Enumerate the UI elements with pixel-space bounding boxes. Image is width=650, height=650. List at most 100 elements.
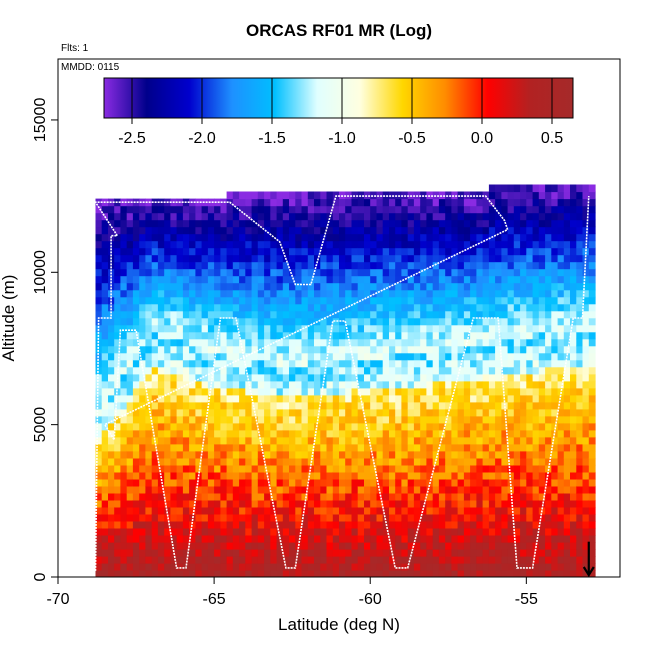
- heatmap-cell: [538, 275, 546, 284]
- heatmap-cell: [438, 345, 446, 354]
- heatmap-cell: [220, 240, 228, 249]
- heatmap-cell: [501, 520, 509, 529]
- heatmap-cell: [370, 527, 377, 536]
- heatmap-cell: [557, 535, 565, 543]
- heatmap-cell: [120, 268, 128, 277]
- heatmap-cell: [476, 464, 484, 473]
- heatmap-cell: [376, 226, 384, 235]
- heatmap-cell: [157, 443, 165, 452]
- heatmap-cell: [257, 380, 265, 389]
- heatmap-cell: [232, 387, 240, 396]
- heatmap-cell: [382, 359, 390, 368]
- heatmap-cell: [557, 401, 565, 410]
- heatmap-cell: [207, 226, 215, 235]
- heatmap-cell: [101, 240, 109, 249]
- heatmap-cell: [345, 212, 352, 221]
- heatmap-cell: [139, 387, 146, 396]
- heatmap-cell: [220, 338, 228, 347]
- heatmap-cell: [251, 422, 259, 431]
- heatmap-cell: [538, 191, 546, 200]
- heatmap-cell: [276, 352, 284, 361]
- heatmap-cell: [451, 429, 459, 438]
- heatmap-cell: [476, 535, 484, 543]
- heatmap-cell: [95, 310, 103, 319]
- heatmap-cell: [232, 520, 240, 529]
- heatmap-cell: [488, 261, 496, 270]
- heatmap-cell: [264, 549, 271, 557]
- heatmap-cell: [451, 556, 459, 564]
- heatmap-cell: [301, 520, 309, 529]
- heatmap-cell: [170, 331, 178, 340]
- heatmap-cell: [551, 380, 559, 389]
- heatmap-cell: [251, 499, 259, 508]
- heatmap-cell: [395, 324, 402, 333]
- heatmap-cell: [332, 310, 340, 319]
- heatmap-cell: [120, 436, 128, 445]
- heatmap-cell: [232, 261, 240, 270]
- heatmap-cell: [270, 394, 278, 403]
- heatmap-cell: [426, 563, 434, 571]
- heatmap-cell: [239, 324, 246, 333]
- heatmap-cell: [463, 198, 471, 207]
- heatmap-cell: [451, 198, 459, 207]
- heatmap-cell: [407, 198, 415, 207]
- heatmap-cell: [345, 240, 352, 249]
- heatmap-cell: [345, 303, 352, 312]
- heatmap-cell: [382, 338, 390, 347]
- heatmap-cell: [114, 485, 121, 494]
- heatmap-cell: [264, 408, 271, 417]
- heatmap-cell: [426, 457, 434, 466]
- heatmap-cell: [139, 556, 146, 564]
- heatmap-cell: [407, 373, 415, 382]
- heatmap-cell: [164, 535, 171, 543]
- heatmap-cell: [232, 535, 240, 543]
- heatmap-cell: [389, 513, 396, 522]
- heatmap-cell: [264, 373, 271, 382]
- heatmap-cell: [451, 226, 459, 235]
- heatmap-cell: [407, 556, 415, 564]
- heatmap-cell: [382, 422, 390, 431]
- heatmap-cell: [132, 268, 140, 277]
- heatmap-cell: [370, 570, 377, 577]
- heatmap-cell: [582, 247, 590, 256]
- heatmap-cell: [157, 303, 165, 312]
- heatmap-cell: [351, 233, 359, 242]
- heatmap-cell: [551, 359, 559, 368]
- heatmap-cell: [407, 443, 415, 452]
- heatmap-cell: [145, 394, 153, 403]
- heatmap-cell: [301, 366, 309, 375]
- heatmap-cell: [132, 303, 140, 312]
- heatmap-cell: [157, 366, 165, 375]
- heatmap-cell: [538, 198, 546, 207]
- heatmap-cell: [207, 415, 215, 424]
- heatmap-cell: [164, 415, 171, 424]
- heatmap-cell: [345, 289, 352, 298]
- heatmap-cell: [126, 499, 134, 508]
- heatmap-cell: [401, 212, 409, 221]
- heatmap-cell: [339, 352, 346, 361]
- heatmap-cell: [470, 324, 477, 333]
- heatmap-cell: [108, 563, 115, 571]
- heatmap-cell: [214, 492, 221, 501]
- heatmap-cell: [395, 359, 402, 368]
- heatmap-cell: [382, 219, 390, 228]
- heatmap-cell: [389, 520, 396, 529]
- heatmap-cell: [151, 345, 159, 354]
- heatmap-cell: [445, 563, 452, 571]
- heatmap-cell: [470, 443, 477, 452]
- heatmap-cell: [289, 226, 296, 235]
- heatmap-cell: [114, 464, 121, 473]
- heatmap-cell: [551, 499, 559, 508]
- heatmap-cell: [201, 422, 209, 431]
- heatmap-cell: [570, 191, 577, 200]
- heatmap-cell: [345, 296, 352, 305]
- heatmap-cell: [264, 331, 271, 340]
- heatmap-cell: [389, 436, 396, 445]
- heatmap-cell: [226, 345, 234, 354]
- heatmap-cell: [389, 373, 396, 382]
- heatmap-cell: [320, 226, 328, 235]
- heatmap-cell: [588, 380, 596, 389]
- heatmap-cell: [270, 549, 278, 557]
- heatmap-cell: [432, 535, 440, 543]
- heatmap-cell: [108, 408, 115, 417]
